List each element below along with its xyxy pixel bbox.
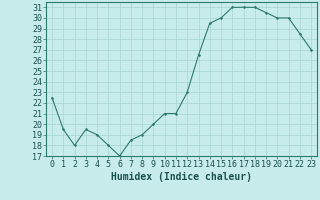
X-axis label: Humidex (Indice chaleur): Humidex (Indice chaleur)	[111, 172, 252, 182]
